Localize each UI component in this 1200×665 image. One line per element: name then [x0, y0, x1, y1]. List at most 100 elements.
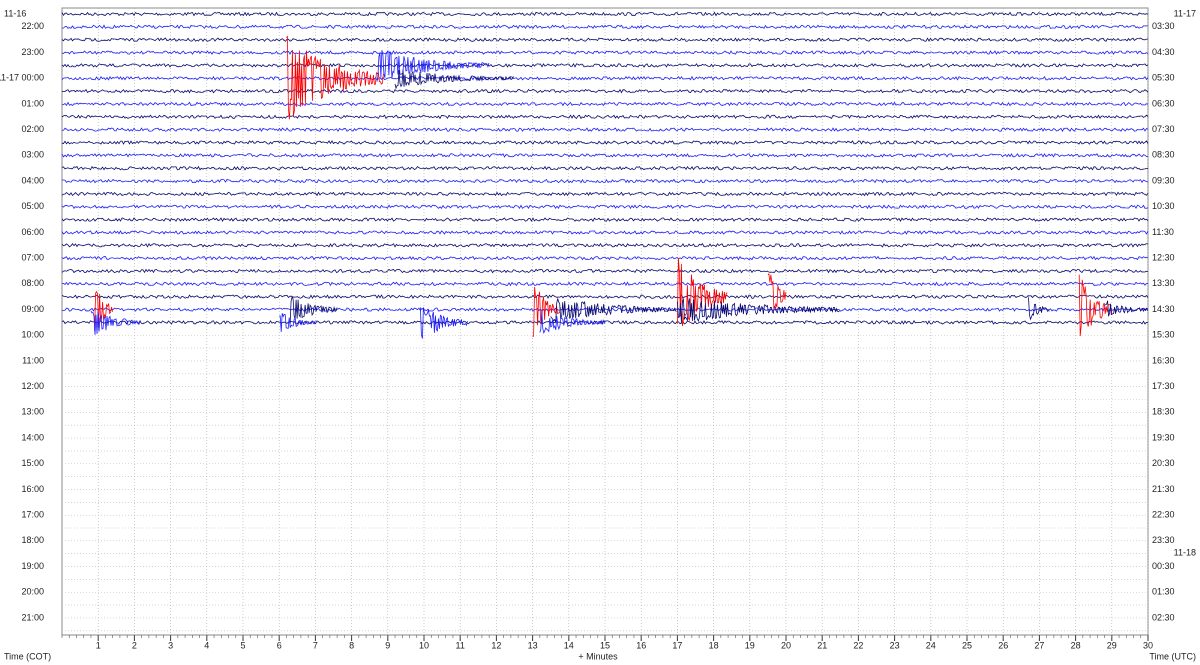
x-tick-label: 28	[1071, 640, 1081, 650]
x-tick-label: 5	[240, 640, 245, 650]
seismic-event	[376, 50, 490, 82]
right-time-label: 02:30	[1152, 612, 1175, 622]
right-time-label: 21:30	[1152, 484, 1175, 494]
x-tick-label: 13	[528, 640, 538, 650]
seismic-event	[90, 310, 142, 335]
x-tick-label: 8	[349, 640, 354, 650]
left-time-label: 11-17 00:00	[0, 73, 44, 83]
right-time-label: 22:30	[1152, 510, 1175, 520]
trace	[61, 217, 1149, 222]
left-time-label: 18:00	[21, 535, 44, 545]
x-tick-label: 2	[132, 640, 137, 650]
x-tick-label: 29	[1107, 640, 1117, 650]
x-tick-label: 25	[962, 640, 972, 650]
left-time-label: 19:00	[21, 561, 44, 571]
left-axis-label: Time (COT)	[4, 651, 51, 661]
x-tick-label: 7	[313, 640, 318, 650]
left-time-label: 10:00	[21, 330, 44, 340]
right-time-label: 13:30	[1152, 278, 1175, 288]
left-time-label: 22:00	[21, 21, 44, 31]
trace	[61, 191, 1149, 197]
seismic-event	[677, 298, 840, 323]
x-axis-label: + Minutes	[578, 651, 618, 661]
x-tick-label: 19	[745, 640, 755, 650]
right-time-label: 23:30	[1152, 535, 1175, 545]
x-tick-label: 20	[781, 640, 791, 650]
seismic-event	[550, 298, 677, 323]
trace	[61, 165, 1149, 171]
left-time-label: 01:00	[21, 98, 44, 108]
seismic-event	[286, 35, 384, 120]
trace	[61, 294, 1149, 300]
left-time-label: 21:00	[21, 612, 44, 622]
trace	[61, 24, 1148, 30]
trace	[61, 62, 1149, 68]
left-time-label: 12:00	[21, 381, 44, 391]
seismic-event	[539, 310, 606, 335]
left-top-label: 11-16	[4, 8, 26, 18]
left-time-label: 11:00	[22, 355, 44, 365]
left-time-label: 08:00	[21, 278, 44, 288]
trace	[61, 11, 1149, 17]
x-tick-label: 14	[564, 640, 574, 650]
x-tick-label: 17	[672, 640, 682, 650]
trace	[61, 152, 1149, 158]
right-time-label: 15:30	[1152, 330, 1175, 340]
trace	[61, 230, 1149, 235]
right-time-label: 05:30	[1152, 73, 1175, 83]
x-tick-label: 15	[600, 640, 610, 650]
left-time-label: 14:00	[21, 432, 44, 442]
right-time-label: 09:30	[1152, 175, 1175, 185]
left-time-label: 23:00	[21, 47, 44, 57]
right-time-label: 01:30	[1152, 587, 1175, 597]
x-tick-label: 24	[926, 640, 936, 650]
trace	[61, 242, 1149, 248]
right-time-label: 17:30	[1152, 381, 1175, 391]
trace	[61, 281, 1149, 287]
right-time-label: 00:30	[1152, 561, 1175, 571]
x-tick-label: 22	[853, 640, 863, 650]
trace	[61, 320, 1149, 325]
x-tick-label: 30	[1143, 640, 1153, 650]
seismic-event	[1104, 300, 1148, 317]
x-tick-label: 10	[419, 640, 429, 650]
seismic-event	[677, 258, 728, 327]
left-time-label: 05:00	[21, 201, 44, 211]
seismic-event	[767, 273, 787, 311]
left-time-label: 02:00	[21, 124, 44, 134]
trace	[61, 127, 1149, 133]
trace	[61, 88, 1149, 94]
x-tick-label: 21	[817, 640, 827, 650]
left-time-label: 20:00	[21, 587, 44, 597]
left-time-label: 16:00	[21, 484, 44, 494]
right-time-label: 03:30	[1152, 21, 1175, 31]
left-time-label: 06:00	[21, 227, 44, 237]
seismic-event	[1028, 297, 1050, 321]
right-top-label: 11-17	[1174, 8, 1196, 18]
right-time-label: 04:30	[1152, 47, 1175, 57]
right-axis-label: Time (UTC)	[1149, 651, 1196, 661]
seismic-event	[289, 295, 338, 325]
right-time-label: 19:30	[1152, 432, 1175, 442]
trace	[61, 268, 1149, 274]
x-tick-label: 26	[998, 640, 1008, 650]
x-tick-label: 4	[204, 640, 209, 650]
right-time-label: 06:30	[1152, 98, 1175, 108]
trace	[61, 140, 1149, 145]
right-time-label: 20:30	[1152, 458, 1175, 468]
left-time-label: 13:00	[21, 407, 44, 417]
x-tick-label: 12	[491, 640, 501, 650]
trace	[61, 114, 1149, 120]
left-time-label: 17:00	[21, 510, 44, 520]
x-tick-label: 11	[456, 640, 465, 650]
right-time-label: 08:30	[1152, 150, 1175, 160]
seismic-event	[420, 307, 468, 339]
right-time-label: 11:30	[1152, 227, 1174, 237]
trace	[61, 50, 1149, 55]
trace	[61, 101, 1149, 107]
seismic-event	[394, 69, 515, 90]
left-time-label: 03:00	[21, 150, 44, 160]
right-time-label: 10:30	[1152, 201, 1175, 211]
seismic-event	[279, 313, 316, 332]
